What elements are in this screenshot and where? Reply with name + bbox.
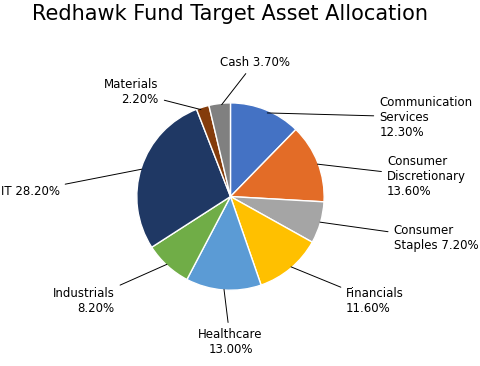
Text: Communication
Services
12.30%: Communication Services 12.30% (267, 96, 472, 139)
Wedge shape (230, 197, 312, 285)
Title: Redhawk Fund Target Asset Allocation: Redhawk Fund Target Asset Allocation (33, 4, 429, 24)
Text: Consumer
Staples 7.20%: Consumer Staples 7.20% (320, 222, 478, 253)
Wedge shape (230, 103, 296, 197)
Text: Materials
2.20%: Materials 2.20% (104, 78, 201, 109)
Text: IT 28.20%: IT 28.20% (0, 169, 142, 198)
Wedge shape (137, 109, 230, 247)
Wedge shape (230, 197, 324, 242)
Wedge shape (187, 197, 261, 290)
Text: Healthcare
13.00%: Healthcare 13.00% (198, 290, 263, 356)
Text: Financials
11.60%: Financials 11.60% (291, 267, 404, 315)
Text: Industrials
8.20%: Industrials 8.20% (53, 264, 167, 315)
Wedge shape (230, 130, 324, 202)
Wedge shape (196, 105, 230, 197)
Text: Cash 3.70%: Cash 3.70% (220, 56, 290, 105)
Wedge shape (209, 103, 230, 197)
Wedge shape (152, 197, 230, 280)
Text: Consumer
Discretionary
13.60%: Consumer Discretionary 13.60% (317, 155, 466, 198)
